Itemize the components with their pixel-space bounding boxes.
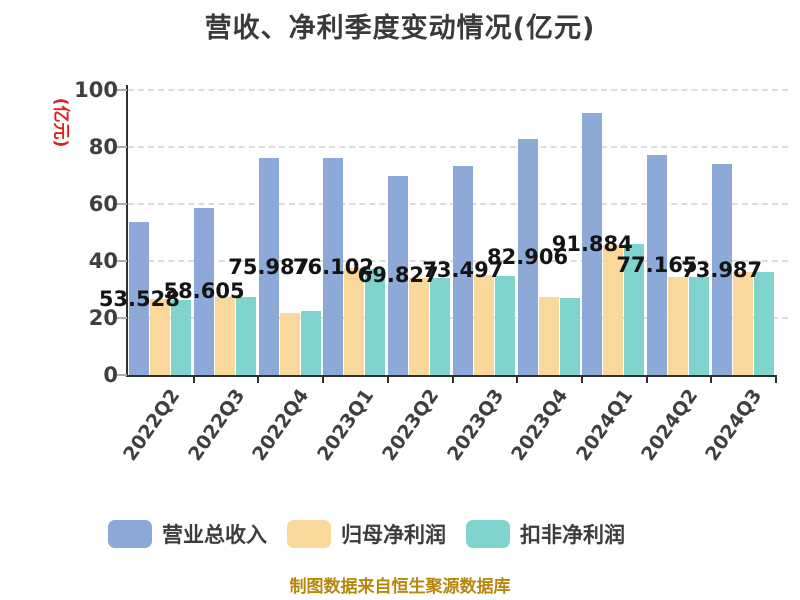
legend-swatch-revenue (108, 520, 152, 548)
bar-revenue (582, 113, 603, 375)
legend-label: 扣非净利润 (520, 523, 625, 547)
bar-revenue (258, 158, 279, 375)
bar-value-label: 58.605 (163, 279, 245, 304)
bar-value-label: 76.102 (292, 254, 374, 279)
y-axis-tick-label: 40 (88, 249, 118, 273)
bar-value-label: 73.497 (422, 258, 504, 283)
legend-item-adjusted-net-profit: 扣非净利润 (466, 519, 625, 549)
gridline (128, 89, 788, 91)
x-axis-line (126, 375, 777, 377)
x-axis-tick (645, 377, 648, 383)
legend-swatch-net-profit (287, 520, 331, 548)
y-axis-tick (117, 89, 127, 91)
y-axis-tick-label: 100 (74, 78, 118, 102)
x-axis-tick (580, 377, 583, 383)
bar-adjusted-net-profit (688, 276, 709, 375)
x-axis-label: 2023Q1 (313, 385, 379, 466)
gridline (128, 146, 788, 148)
bar-adjusted-net-profit (430, 278, 451, 375)
legend-item-revenue: 营业总收入 (108, 519, 267, 549)
bar-net-profit (732, 272, 753, 375)
bar-value-label: 75.987 (228, 254, 310, 279)
bar-revenue (646, 155, 667, 375)
x-axis-tick (322, 377, 325, 383)
bar-net-profit (667, 276, 688, 375)
bar-adjusted-net-profit (236, 296, 257, 375)
bar-value-label: 53.528 (98, 286, 180, 311)
x-axis-label: 2024Q3 (701, 385, 767, 466)
bar-revenue (129, 222, 150, 375)
bar-revenue (517, 138, 538, 375)
bar-adjusted-net-profit (300, 310, 321, 375)
bar-value-label: 69.827 (357, 263, 439, 288)
bar-adjusted-net-profit (494, 276, 515, 375)
legend: 营业总收入 归母净利润 扣非净利润 (108, 519, 625, 549)
bar-net-profit (279, 312, 300, 375)
chart-title: 营收、净利季度变动情况(亿元) (204, 13, 596, 44)
x-axis-label: 2024Q1 (572, 385, 638, 466)
bar-revenue (388, 175, 409, 375)
legend-label: 营业总收入 (162, 523, 267, 547)
bar-value-label: 82.906 (487, 244, 569, 269)
x-axis-tick (516, 377, 519, 383)
bar-value-label: 73.987 (681, 257, 763, 282)
x-axis-label: 2024Q2 (636, 385, 702, 466)
bar-net-profit (409, 278, 430, 375)
y-axis-tick-label: 80 (88, 135, 118, 159)
x-axis-label: 2022Q3 (183, 385, 250, 466)
bar-revenue (323, 158, 344, 375)
bar-value-label: 77.165 (616, 253, 698, 278)
x-axis-label: 2022Q2 (119, 385, 185, 466)
bar-net-profit (150, 298, 171, 375)
y-axis-tick (117, 317, 127, 319)
bar-adjusted-net-profit (753, 272, 774, 375)
bar-adjusted-net-profit (365, 268, 386, 375)
x-axis-tick (257, 377, 260, 383)
data-source-note: 制图数据来自恒生聚源数据库 (289, 577, 511, 597)
x-axis-label: 2023Q4 (507, 385, 573, 466)
bar-revenue (194, 207, 215, 375)
y-axis-tick (117, 260, 127, 262)
x-axis-label: 2023Q3 (442, 385, 508, 466)
bar-net-profit (603, 245, 624, 375)
bar-net-profit (215, 296, 236, 375)
x-axis-tick (775, 377, 777, 383)
x-axis-tick (451, 377, 454, 383)
legend-label: 归母净利润 (341, 523, 446, 547)
bar-net-profit (473, 274, 494, 375)
x-axis-tick (710, 377, 713, 383)
bar-value-label: 91.884 (551, 232, 633, 257)
bar-adjusted-net-profit (559, 298, 580, 375)
bar-net-profit (344, 268, 365, 375)
bar-adjusted-net-profit (624, 243, 645, 375)
x-axis-label: 2023Q2 (377, 385, 444, 466)
x-axis-tick (386, 377, 389, 383)
y-axis-tick (117, 374, 127, 376)
y-axis-line (126, 85, 128, 377)
bar-net-profit (538, 296, 559, 375)
y-axis-tick-label: 20 (88, 306, 118, 330)
x-axis-tick (192, 377, 195, 383)
legend-item-net-profit: 归母净利润 (287, 519, 446, 549)
y-axis-tick (117, 203, 127, 205)
y-axis-tick-label: 0 (103, 363, 118, 387)
bar-revenue (452, 165, 473, 375)
bar-adjusted-net-profit (171, 300, 192, 375)
x-axis-label: 2022Q4 (248, 385, 314, 466)
y-axis-tick-label: 60 (88, 192, 118, 216)
y-axis-tick (117, 146, 127, 148)
legend-swatch-adjusted-net-profit (466, 520, 510, 548)
bar-revenue (711, 164, 732, 375)
